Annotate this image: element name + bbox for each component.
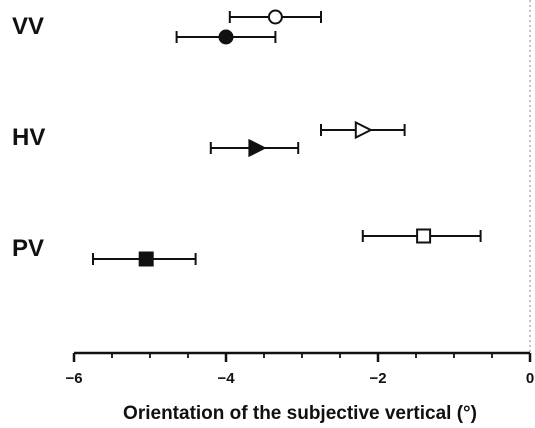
data-point bbox=[228, 9, 322, 25]
data-point bbox=[361, 228, 482, 244]
condition-labels: VV HV PV bbox=[12, 13, 45, 262]
open-square-marker bbox=[416, 228, 432, 244]
condition-label-vv: VV bbox=[12, 13, 44, 40]
x-tick-label: −2 bbox=[369, 370, 386, 387]
data-point bbox=[320, 120, 406, 140]
condition-label-pv: PV bbox=[12, 235, 44, 262]
x-tick-label: −4 bbox=[217, 370, 235, 387]
data-point bbox=[209, 138, 300, 158]
x-tick-label: 0 bbox=[526, 370, 534, 387]
x-axis: −6 −4 −2 0 bbox=[65, 351, 534, 387]
data-marks bbox=[92, 9, 482, 267]
filled-triangle-marker bbox=[248, 138, 267, 158]
x-tick-label: −6 bbox=[65, 370, 82, 387]
data-point bbox=[175, 29, 277, 45]
open-triangle-marker bbox=[354, 120, 374, 140]
filled-square-marker bbox=[138, 251, 154, 267]
x-axis-title: Orientation of the subjective vertical (… bbox=[123, 403, 477, 424]
condition-label-hv: HV bbox=[12, 124, 45, 151]
filled-circle-marker bbox=[218, 29, 234, 45]
data-point bbox=[92, 251, 197, 267]
open-circle-marker bbox=[267, 9, 283, 25]
